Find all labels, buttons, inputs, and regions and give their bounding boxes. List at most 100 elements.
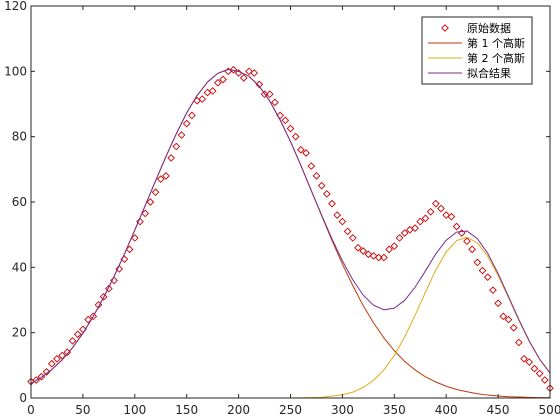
data-point: [141, 209, 150, 218]
data-point: [400, 229, 409, 237]
x-tick-label: 500: [539, 403, 560, 417]
data-point: [494, 299, 502, 308]
data-point: [146, 198, 155, 206]
data-point: [411, 224, 419, 232]
x-tick-label: 350: [383, 403, 406, 417]
data-point: [125, 245, 134, 254]
data-point: [416, 217, 425, 226]
data-point: [297, 145, 305, 154]
data-point: [504, 315, 513, 324]
y-tick-label: 60: [12, 195, 27, 209]
data-point: [167, 154, 175, 162]
data-point: [483, 273, 492, 281]
y-tick-label: 120: [4, 0, 27, 13]
data-point: [468, 245, 476, 254]
data-point: [42, 368, 51, 376]
data-point: [307, 162, 316, 170]
data-point: [136, 217, 144, 226]
data-point: [525, 358, 534, 366]
y-tick-label: 0: [19, 391, 27, 405]
legend-label: 第 2 个高斯: [467, 51, 525, 65]
x-tick-label: 150: [175, 403, 198, 417]
legend-label: 原始数据: [467, 21, 511, 35]
series-layer: [27, 65, 554, 399]
legend-swatch-marker: [441, 24, 449, 32]
data-point: [473, 258, 482, 267]
data-point: [188, 111, 196, 120]
data-point: [431, 199, 440, 208]
series-line-3: [30, 68, 551, 384]
legend-label: 拟合结果: [467, 66, 511, 80]
data-point: [540, 376, 549, 384]
data-point: [364, 250, 373, 259]
y-tick-label: 80: [12, 130, 27, 144]
data-point: [271, 98, 279, 107]
data-point: [73, 330, 82, 339]
y-tick-label: 40: [12, 260, 27, 274]
data-point: [130, 234, 139, 242]
data-point: [333, 211, 342, 219]
data-point: [250, 69, 259, 77]
data-point: [239, 74, 248, 82]
data-point: [354, 243, 362, 252]
data-point: [426, 207, 435, 216]
data-point: [68, 336, 77, 345]
data-point: [84, 315, 92, 324]
data-point: [359, 247, 367, 255]
legend-label: 第 1 个高斯: [467, 36, 525, 50]
data-point: [348, 234, 357, 242]
data-point: [198, 95, 207, 103]
data-point: [442, 211, 451, 219]
data-point: [489, 286, 497, 295]
data-point: [245, 67, 253, 76]
y-tick-label: 100: [4, 64, 27, 78]
x-tick-label: 100: [123, 403, 146, 417]
data-point: [156, 175, 165, 183]
data-point: [151, 188, 160, 197]
data-point: [291, 132, 300, 141]
data-point: [219, 75, 227, 84]
data-point: [369, 252, 378, 260]
data-point: [260, 90, 269, 99]
data-point: [374, 253, 383, 262]
data-point: [281, 116, 290, 125]
data-point: [385, 245, 393, 254]
data-point: [380, 253, 388, 262]
data-point: [499, 312, 508, 321]
axes-layer: 0 50 100 150 200 250 300 350 400 450 500 0 20 40 60 80 1…: [4, 0, 560, 417]
x-tick-label: 300: [331, 403, 354, 417]
data-point: [447, 212, 456, 221]
data-point: [322, 189, 331, 198]
data-point: [286, 124, 295, 133]
data-point: [208, 87, 217, 95]
data-point: [265, 90, 274, 99]
data-point: [255, 80, 264, 89]
data-point: [452, 222, 461, 231]
data-point: [338, 217, 347, 226]
x-tick-label: 250: [279, 403, 302, 417]
data-point: [463, 237, 471, 246]
data-point: [535, 369, 544, 378]
data-point: [520, 354, 528, 363]
data-point: [515, 338, 523, 347]
data-point: [302, 149, 310, 157]
data-point: [328, 199, 336, 208]
x-tick-label: 200: [227, 403, 250, 417]
data-point: [343, 227, 352, 236]
data-point: [317, 181, 326, 190]
x-tick-label: 450: [487, 403, 510, 417]
x-tick-label: 50: [75, 403, 90, 417]
data-point: [229, 65, 238, 74]
data-point: [395, 234, 404, 242]
x-tick-label: 0: [27, 403, 35, 417]
data-point: [110, 276, 118, 285]
data-point: [437, 204, 445, 213]
data-point: [99, 292, 108, 301]
data-point: [162, 172, 170, 180]
data-point: [421, 214, 430, 223]
data-point: [53, 354, 61, 363]
x-tick-label: 400: [435, 403, 458, 417]
data-point: [390, 242, 399, 250]
data-point: [115, 265, 124, 273]
